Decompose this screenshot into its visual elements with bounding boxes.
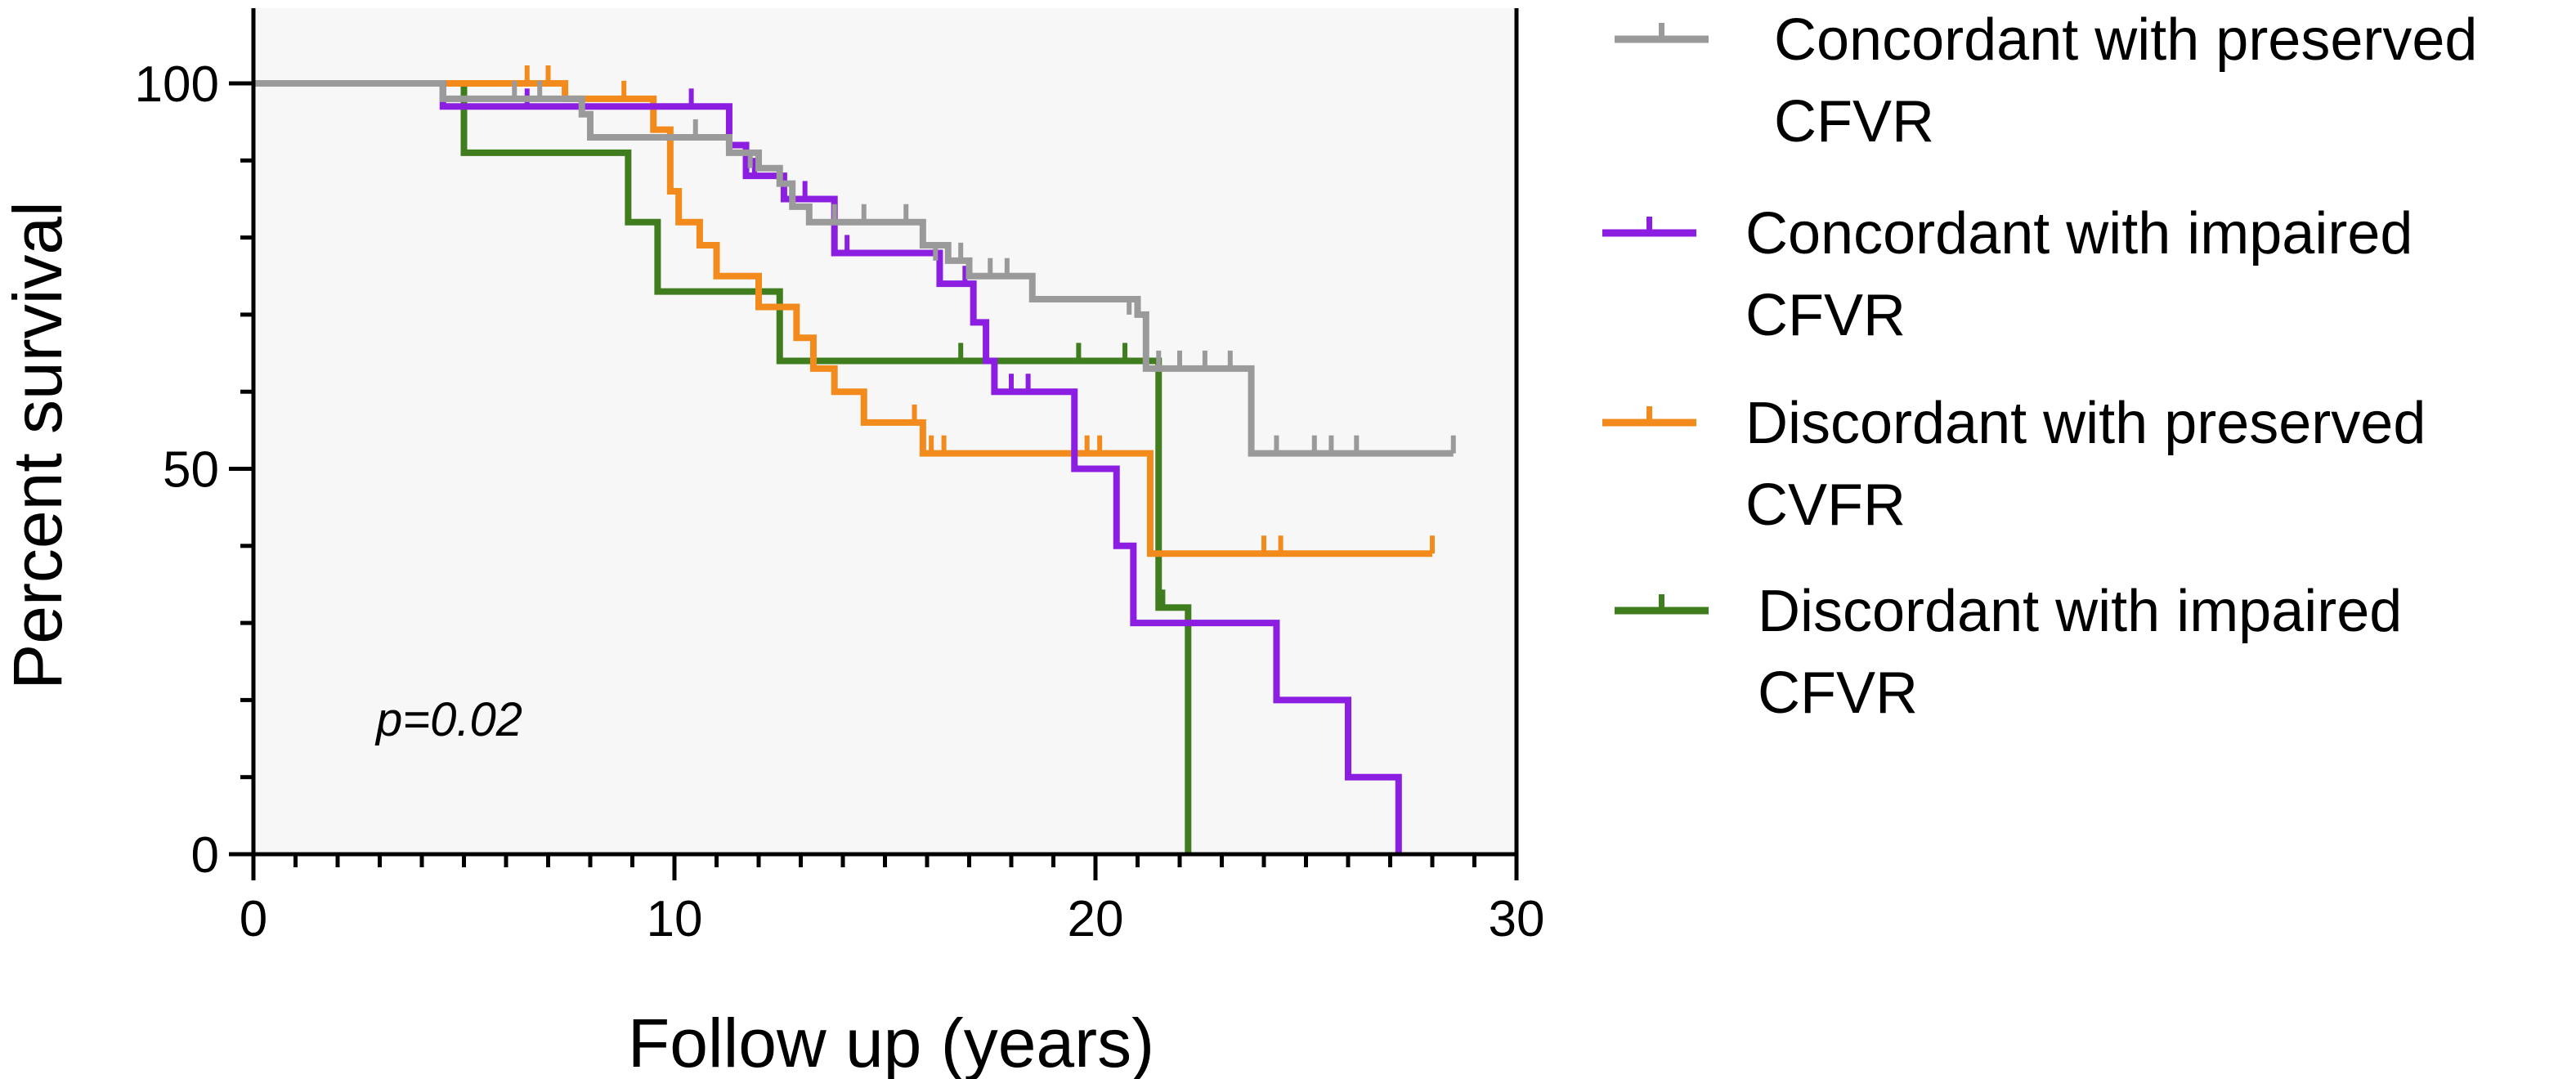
x-tick-label: 0 bbox=[240, 891, 267, 947]
legend-label-line2: CFVR bbox=[1758, 660, 1918, 726]
legend-label: Discordant with preserved bbox=[1745, 391, 2426, 456]
axes-layer: 0 50 100 0 10 20 30 bbox=[135, 8, 1545, 947]
y-tick-label: 0 bbox=[191, 827, 219, 884]
series-line-2 bbox=[253, 80, 1432, 557]
p-value-annotation: p=0.02 bbox=[374, 693, 522, 746]
series-2 bbox=[253, 65, 1435, 557]
x-tick-label: 20 bbox=[1068, 891, 1124, 947]
legend-label: Concordant with impaired bbox=[1745, 201, 2412, 266]
legend-label-line2: CFVR bbox=[1745, 283, 1906, 348]
series-1 bbox=[253, 80, 1402, 854]
legend-label: Discordant with impaired bbox=[1758, 579, 2402, 644]
x-tick-label: 30 bbox=[1489, 891, 1545, 947]
series-0 bbox=[253, 80, 1456, 457]
series-line-1 bbox=[253, 80, 1402, 854]
y-tick-label: 50 bbox=[163, 442, 219, 499]
y-tick-label: 100 bbox=[135, 56, 219, 113]
series-3 bbox=[253, 80, 1192, 854]
legend-item-0: Concordant with preserved CFVR bbox=[1615, 7, 2477, 154]
labels-layer: Percent survival Follow up (years) p=0.0… bbox=[0, 201, 1154, 1079]
legend-label-line2: CVFR bbox=[1745, 472, 1906, 538]
series-line-0 bbox=[253, 80, 1454, 457]
series-layer bbox=[253, 65, 1456, 854]
legend-item-2: Discordant with preserved CVFR bbox=[1602, 391, 2426, 538]
legend-label-line2: CFVR bbox=[1774, 89, 1934, 154]
legend: Concordant with preservedCFVRConcordant … bbox=[1602, 7, 2477, 726]
legend-item-3: Discordant with impaired CFVR bbox=[1615, 579, 2402, 726]
x-axis-title: Follow up (years) bbox=[628, 1005, 1154, 1079]
legend-item-1: Concordant with impaired CFVR bbox=[1602, 201, 2412, 348]
x-tick-label: 10 bbox=[647, 891, 703, 947]
series-line-3 bbox=[253, 80, 1192, 854]
y-axis-title: Percent survival bbox=[0, 201, 76, 690]
legend-label: Concordant with preserved bbox=[1774, 7, 2477, 73]
